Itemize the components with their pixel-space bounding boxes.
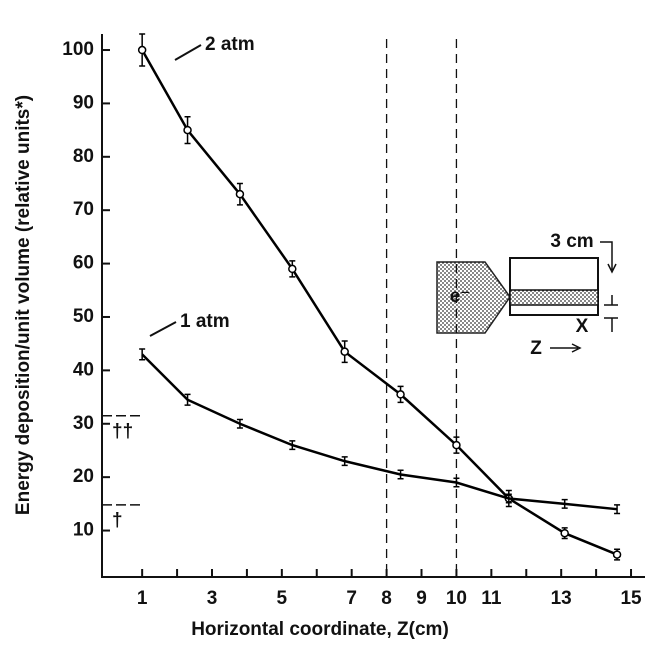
x-tick-label: 13	[551, 588, 572, 609]
series-label: 1 atm	[180, 311, 230, 332]
y-tick-label: 20	[73, 466, 94, 487]
error-bar	[453, 477, 460, 488]
y-tick-label: 60	[73, 253, 94, 274]
x-tick-label: 1	[137, 588, 148, 609]
x-axis-label: Horizontal coordinate, Z(cm)	[191, 619, 449, 640]
error-bar	[139, 348, 146, 361]
annotation: †	[112, 510, 123, 531]
y-tick-label: 10	[73, 520, 94, 541]
y-tick-label: 50	[73, 306, 94, 327]
series-label-leader	[149, 321, 177, 337]
data-point	[560, 528, 569, 538]
sample-box	[509, 257, 599, 316]
y-tick-label: 30	[73, 413, 94, 434]
axes	[101, 34, 645, 578]
error-bar	[236, 418, 243, 429]
y-tick-label: 100	[62, 39, 94, 60]
error-bar	[289, 440, 296, 451]
y-tick-label: 40	[73, 359, 94, 380]
inset-label: X	[576, 316, 589, 337]
error-bar	[505, 493, 512, 504]
inset-label: e⁻	[450, 286, 471, 307]
x-tick-label: 3	[207, 588, 218, 609]
inset-label: Z	[530, 338, 542, 359]
annotation: ††	[112, 421, 133, 442]
series-label-leader	[174, 44, 202, 61]
sample-band	[509, 289, 599, 306]
x-tick-label: 10	[446, 588, 467, 609]
data-point	[183, 125, 192, 135]
error-bar	[561, 498, 568, 509]
x-tick-label: 9	[416, 588, 427, 609]
data-point	[396, 390, 405, 399]
error-bar	[341, 456, 348, 467]
x-tick-label: 8	[381, 588, 392, 609]
series-line	[141, 353, 618, 511]
dimension-line	[600, 241, 617, 274]
data-point	[340, 347, 349, 356]
x-tick-label: 15	[620, 588, 642, 609]
x-tick-label: 11	[481, 588, 502, 609]
dimension-line	[604, 295, 618, 332]
x-tick-label: 5	[277, 588, 288, 609]
beam-arrow	[436, 261, 511, 334]
series-line	[141, 49, 618, 556]
error-bar	[184, 393, 191, 406]
data-point	[288, 264, 297, 274]
data-point	[235, 189, 245, 199]
y-tick-label: 90	[73, 92, 94, 113]
error-bar	[397, 469, 404, 480]
data-point	[452, 440, 461, 450]
inset-diagram: 3 cm e⁻ X Z	[436, 231, 618, 359]
series-label: 2 atm	[205, 34, 255, 55]
z-arrow	[550, 343, 582, 353]
y-tick-label: 70	[73, 199, 94, 220]
data-point	[137, 45, 147, 55]
inset-label: 3 cm	[550, 231, 593, 252]
x-tick-label: 7	[346, 588, 357, 609]
data-point	[612, 550, 622, 559]
y-tick-label: 80	[73, 146, 94, 167]
error-bar	[614, 504, 621, 515]
y-axis-label: Energy deposition/unit volume (relative …	[13, 95, 34, 515]
